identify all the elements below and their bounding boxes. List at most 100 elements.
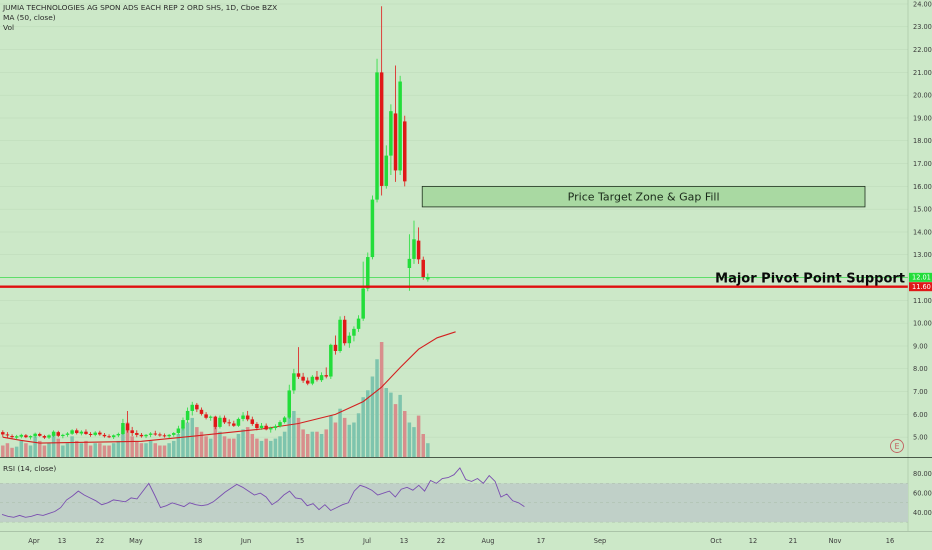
- candle[interactable]: [273, 424, 278, 431]
- candle[interactable]: [102, 433, 107, 438]
- candle[interactable]: [310, 375, 315, 386]
- candle[interactable]: [356, 315, 361, 332]
- candle[interactable]: [366, 252, 370, 292]
- price-target-zone-box[interactable]: [421, 185, 866, 208]
- price-target-zone[interactable]: Price Target Zone & Gap Fill: [421, 185, 866, 208]
- candle[interactable]: [342, 315, 347, 346]
- candle[interactable]: [416, 227, 421, 264]
- candle[interactable]: [375, 58, 379, 203]
- pivot-support[interactable]: Major Pivot Point Support: [0, 272, 908, 288]
- candle[interactable]: [121, 418, 125, 435]
- candle[interactable]: [19, 433, 24, 439]
- candle[interactable]: [125, 410, 130, 433]
- candles[interactable]: [1, 6, 430, 440]
- candle[interactable]: [421, 256, 425, 280]
- candle[interactable]: [172, 432, 176, 437]
- candle[interactable]: [98, 430, 102, 436]
- candle[interactable]: [213, 415, 218, 430]
- time-axis[interactable]: Apr 13 22 May 18 Jun 15 Jul 13 22 Aug 17 Sep Oct 12 21 N…: [28, 537, 894, 545]
- candle[interactable]: [255, 422, 259, 431]
- candle[interactable]: [398, 75, 402, 175]
- candle[interactable]: [111, 434, 116, 439]
- candle[interactable]: [10, 434, 14, 439]
- candle[interactable]: [407, 234, 412, 291]
- candle[interactable]: [315, 371, 319, 382]
- candle[interactable]: [42, 434, 47, 439]
- candle[interactable]: [259, 423, 264, 430]
- candle[interactable]: [135, 430, 139, 438]
- candle[interactable]: [116, 432, 121, 438]
- candle[interactable]: [61, 433, 65, 439]
- candle[interactable]: [158, 432, 162, 437]
- candle[interactable]: [65, 432, 70, 437]
- candle[interactable]: [38, 432, 42, 437]
- candle[interactable]: [370, 195, 375, 260]
- candle[interactable]: [361, 261, 365, 321]
- candle[interactable]: [5, 432, 10, 438]
- candle[interactable]: [218, 415, 222, 429]
- candle[interactable]: [250, 416, 255, 426]
- candle[interactable]: [167, 433, 171, 439]
- candle[interactable]: [264, 423, 268, 431]
- candle[interactable]: [232, 420, 236, 427]
- candle[interactable]: [88, 432, 93, 437]
- candle[interactable]: [28, 435, 33, 440]
- candle[interactable]: [403, 115, 407, 187]
- candle[interactable]: [208, 415, 213, 421]
- candle[interactable]: [324, 367, 328, 379]
- candle[interactable]: [282, 416, 287, 424]
- candle[interactable]: [70, 429, 74, 435]
- candle[interactable]: [144, 433, 148, 439]
- candle[interactable]: [333, 335, 338, 355]
- candle[interactable]: [245, 410, 250, 422]
- candle[interactable]: [384, 145, 389, 189]
- candle[interactable]: [130, 426, 134, 437]
- candle[interactable]: [74, 428, 79, 435]
- candle[interactable]: [379, 6, 384, 196]
- candle[interactable]: [176, 425, 181, 435]
- rsi-pane[interactable]: 80.00 60.00 40.00: [0, 467, 932, 523]
- candle[interactable]: [47, 434, 51, 439]
- candle[interactable]: [393, 65, 398, 182]
- candle[interactable]: [352, 326, 356, 342]
- candle[interactable]: [14, 434, 19, 440]
- candle[interactable]: [305, 377, 310, 386]
- candle[interactable]: [338, 316, 342, 353]
- candle[interactable]: [269, 426, 273, 433]
- candle[interactable]: [84, 429, 88, 435]
- candle[interactable]: [162, 433, 167, 438]
- candle[interactable]: [199, 407, 204, 416]
- candle[interactable]: [278, 420, 282, 428]
- candle[interactable]: [319, 372, 324, 382]
- earnings-icon[interactable]: [890, 439, 904, 453]
- candle[interactable]: [24, 433, 28, 439]
- candle[interactable]: [241, 412, 245, 422]
- candle[interactable]: [93, 431, 97, 437]
- candle[interactable]: [296, 347, 301, 380]
- candle[interactable]: [227, 419, 231, 427]
- candle[interactable]: [139, 433, 144, 438]
- candle[interactable]: [148, 432, 153, 438]
- candle[interactable]: [190, 401, 194, 416]
- earnings-marker[interactable]: E: [890, 439, 904, 453]
- candle[interactable]: [292, 368, 296, 394]
- candle[interactable]: [56, 430, 61, 438]
- candle[interactable]: [153, 430, 158, 436]
- candle[interactable]: [301, 372, 305, 383]
- candle[interactable]: [347, 332, 352, 348]
- candle[interactable]: [79, 430, 84, 436]
- candle[interactable]: [185, 407, 190, 424]
- candle[interactable]: [181, 417, 185, 431]
- candle[interactable]: [236, 417, 241, 427]
- candle[interactable]: [51, 430, 56, 438]
- candle[interactable]: [33, 432, 37, 438]
- candle[interactable]: [1, 430, 5, 438]
- candle[interactable]: [287, 384, 292, 419]
- candle[interactable]: [222, 415, 227, 424]
- candle[interactable]: [329, 343, 333, 380]
- candle[interactable]: [107, 434, 111, 439]
- candle[interactable]: [204, 412, 208, 420]
- candle[interactable]: [412, 220, 416, 264]
- candle[interactable]: [195, 402, 199, 413]
